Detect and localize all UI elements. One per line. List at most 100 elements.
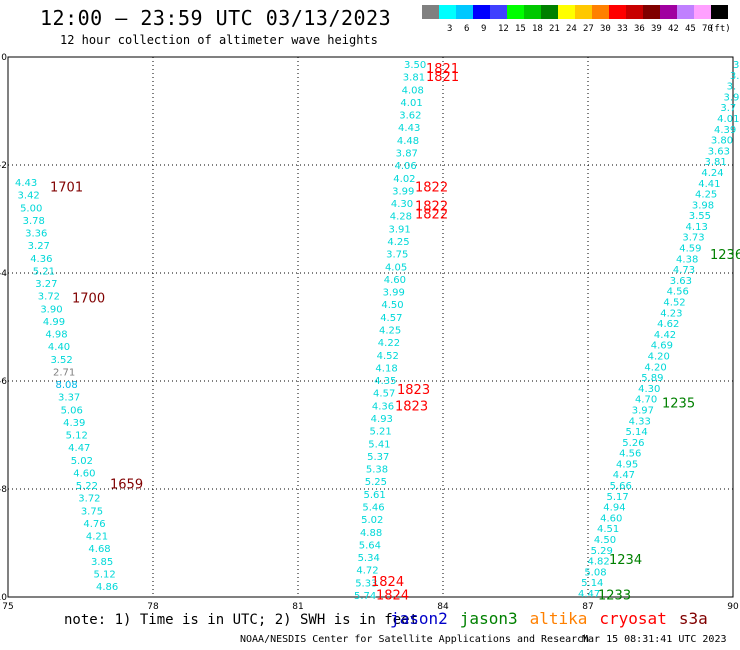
wave-height-value: 3.52: [50, 355, 72, 366]
wave-height-value: 4.33: [629, 416, 651, 427]
wave-height-value: 5.17: [606, 492, 628, 503]
wave-height-value: 4.94: [603, 503, 625, 514]
wave-height-value: 4.47: [613, 470, 635, 481]
wave-height-value: 4.28: [390, 212, 412, 223]
wave-height-value: 4.30: [391, 199, 413, 210]
wave-height-value: 3.50: [404, 60, 426, 71]
color-scale-label: 3: [447, 24, 453, 34]
color-swatch: [694, 5, 711, 19]
wave-height-value: 4.08: [402, 85, 424, 96]
wave-height-value: 3.42: [18, 191, 40, 202]
wave-height-value: 4.02: [393, 174, 415, 185]
wave-height-value: 3.87: [396, 149, 418, 160]
wave-height-value: 4.95: [616, 459, 638, 470]
wave-height-value: 4.56: [667, 287, 689, 298]
wave-height-value: 4.68: [88, 544, 110, 555]
wave-height-value: 3.91: [389, 224, 411, 235]
color-swatch: [626, 5, 643, 19]
wave-height-value: 3.90: [40, 304, 62, 315]
time-label: 1822: [415, 208, 448, 223]
color-swatch: [558, 5, 575, 19]
wave-height-value: 4.57: [380, 313, 402, 324]
color-scale-label: 9: [481, 24, 487, 34]
satellite-legend: jason2 jason3 altika cryosat s3a: [390, 609, 720, 628]
wave-height-value: 4.22: [378, 338, 400, 349]
y-tick-label: -4: [0, 269, 7, 279]
x-tick-label: 81: [292, 602, 303, 612]
time-label: 1659: [110, 478, 143, 493]
wave-height-value: 4.43: [398, 123, 420, 134]
wave-height-value: 4.35: [374, 376, 396, 387]
wave-height-value: 4.76: [83, 519, 105, 530]
x-tick-label: 90: [727, 602, 739, 612]
wave-height-value: 4.52: [663, 298, 685, 309]
y-tick-label: -10: [0, 593, 7, 603]
wave-height-value: 5.12: [66, 431, 88, 442]
wave-height-value: 3.7: [720, 103, 736, 114]
time-label: 1821: [426, 62, 459, 77]
wave-height-value: 5.89: [641, 373, 663, 384]
wave-height-value: 4.86: [96, 582, 118, 593]
wave-height-value: 8.08: [56, 380, 78, 391]
wave-height-value: 3.: [730, 71, 740, 82]
wave-height-value: 3.9: [724, 92, 740, 103]
wave-height-value: 4.99: [43, 317, 65, 328]
wave-height-value: 4.36: [372, 401, 394, 412]
wave-height-value: 3.98: [692, 200, 714, 211]
wave-height-value: 3.27: [35, 279, 57, 290]
color-swatch: [473, 5, 490, 19]
wave-height-value: 4.01: [717, 114, 739, 125]
color-scale-label: 21: [549, 24, 560, 34]
wave-height-value: 5.37: [367, 452, 389, 463]
wave-height-value: 4.41: [698, 179, 720, 190]
color-scale-label: 36: [634, 24, 645, 34]
x-tick-label: 84: [437, 602, 449, 612]
wave-height-value: 4.24: [701, 168, 723, 179]
wave-height-value: 3.75: [81, 506, 103, 517]
wave-height-value: 4.21: [86, 532, 108, 543]
wave-height-value: 4.05: [385, 262, 407, 273]
x-tick-label: 75: [2, 602, 13, 612]
wave-height-value: 3.78: [23, 216, 45, 227]
color-swatch: [490, 5, 507, 19]
wave-height-value: 4.59: [679, 244, 701, 255]
satellite-legend-jason2: jason2: [390, 609, 448, 628]
color-swatch: [524, 5, 541, 19]
footer-timestamp: Mar 15 08:31:41 UTC 2023: [582, 634, 727, 645]
wave-height-value: 4.40: [48, 342, 70, 353]
wave-height-value: 4.50: [381, 300, 403, 311]
wave-height-value: 4.51: [597, 524, 619, 535]
color-swatch: [507, 5, 524, 19]
wave-height-value: 5.14: [625, 427, 647, 438]
wave-height-value: 4.50: [594, 535, 616, 546]
time-label: 1822: [415, 200, 448, 215]
wave-height-value: 4.93: [371, 414, 393, 425]
satellite-legend-jason3: jason3: [459, 609, 518, 628]
wave-height-value: 4.06: [394, 161, 416, 172]
y-tick-label: 0: [1, 53, 7, 63]
wave-height-value: 4.36: [30, 254, 52, 265]
wave-height-value: 4.38: [676, 254, 698, 265]
page-title: 12:00 – 23:59 UTC 03/13/2023: [40, 6, 392, 30]
wave-height-value: 4.98: [45, 330, 67, 341]
color-swatch: [439, 5, 456, 19]
color-swatch: [643, 5, 660, 19]
color-swatch: [660, 5, 677, 19]
wave-height-value: 4.69: [651, 341, 673, 352]
color-swatch: [592, 5, 609, 19]
color-scale-label: 45: [685, 24, 696, 34]
wave-height-value: 5.41: [368, 439, 390, 450]
wave-height-value: 4.73: [673, 265, 695, 276]
color-scale-label: 30: [600, 24, 611, 34]
y-tick-label: -6: [0, 377, 7, 387]
wave-height-value: 5.64: [359, 540, 381, 551]
wave-height-value: 3.99: [383, 288, 405, 299]
wave-height-value: 3.: [733, 60, 740, 71]
satellite-legend-altika: altika: [529, 609, 588, 628]
color-swatch: [422, 5, 439, 19]
wave-height-value: 4.18: [375, 363, 397, 374]
wave-height-value: 5.74: [354, 591, 376, 602]
wave-height-value: 4.57: [373, 389, 395, 400]
wave-height-value: 4.25: [379, 326, 401, 337]
